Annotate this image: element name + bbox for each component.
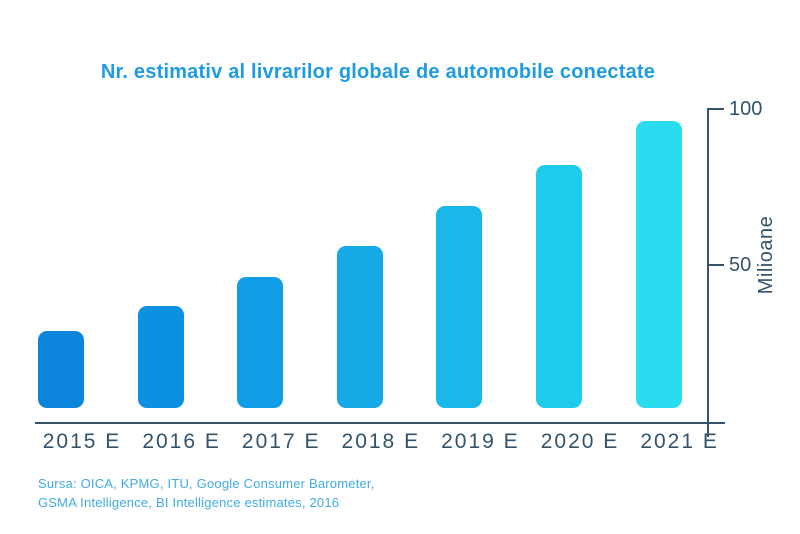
x-axis-line: [35, 422, 725, 424]
bar-2017: [237, 277, 284, 408]
chart-title: Nr. estimativ al livrarilor globale de a…: [100, 61, 656, 83]
y-tick-50: [707, 264, 724, 266]
x-axis-label-2016: 2016 E: [142, 430, 221, 453]
source-line-2: GSMA Intelligence, BI Intelligence estim…: [38, 495, 340, 510]
bar-2015: [38, 330, 84, 408]
y-tick-label-100: 100: [729, 98, 763, 120]
source-note: Sursa: OICA, KPMG, ITU, Google Consumer …: [38, 474, 375, 512]
bar-2018: [336, 246, 383, 408]
source-line-1: Sursa: OICA, KPMG, ITU, Google Consumer …: [38, 476, 375, 491]
x-axis-label-2020: 2020 E: [540, 430, 620, 453]
bar-2019: [436, 205, 483, 408]
y-tick-100: [707, 108, 724, 110]
x-axis-label-2015: 2015 E: [42, 430, 122, 453]
bar-2020: [536, 165, 582, 408]
bar-2016: [137, 305, 184, 408]
bar-2021: [635, 121, 682, 408]
y-axis-line: [707, 108, 709, 437]
x-axis-label-2021: 2021 E: [640, 430, 719, 453]
x-axis-label-2018: 2018 E: [341, 430, 421, 453]
y-tick-label-50: 50: [729, 254, 752, 276]
x-axis-label-2019: 2019 E: [441, 430, 520, 453]
x-axis-label-2017: 2017 E: [241, 430, 321, 453]
